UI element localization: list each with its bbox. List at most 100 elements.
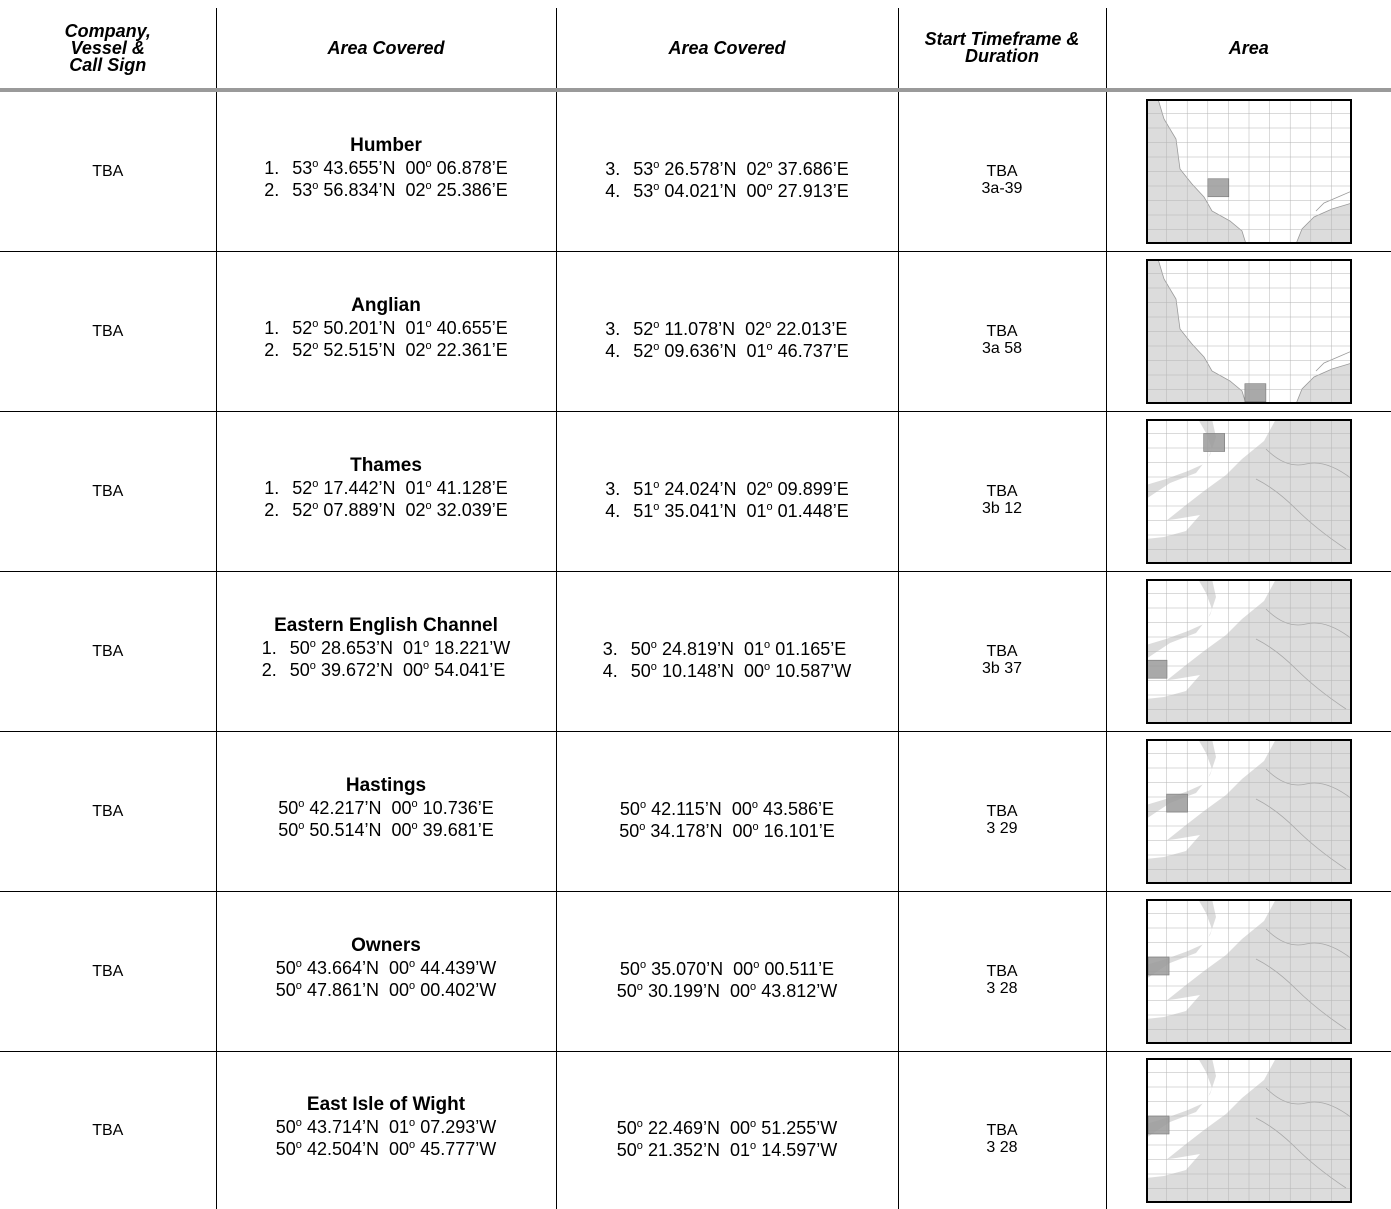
lat-minutes: 50.201’N	[323, 318, 395, 338]
survey-area-box	[1166, 794, 1187, 812]
header-area-covered-1: Area Covered	[216, 8, 556, 90]
lat-degrees: 50	[617, 981, 637, 1001]
lon-degrees: 00	[732, 799, 752, 819]
degree-symbol: o	[296, 980, 302, 992]
point-number: 1.	[262, 637, 290, 659]
company-text: TBA	[92, 1122, 123, 1139]
lat-minutes: 26.578’N	[664, 159, 736, 179]
coordinate-line: 2.52o 07.889’N 02o 32.039’E	[264, 499, 507, 521]
lat-degrees: 50	[619, 821, 639, 841]
degree-symbol: o	[651, 661, 657, 673]
degree-symbol: o	[296, 1139, 302, 1151]
coordinate-line: 50o 43.714’N 01o 07.293’W	[276, 1116, 496, 1138]
area-map-cell	[1106, 572, 1391, 732]
survey-area-box	[1148, 1116, 1169, 1134]
degree-symbol: o	[653, 319, 659, 331]
degree-symbol: o	[653, 479, 659, 491]
lon-degrees: 00	[389, 980, 409, 1000]
area-name: Eastern English Channel	[217, 615, 556, 637]
point-number: 4.	[605, 500, 633, 522]
degree-symbol: o	[653, 341, 659, 353]
lat-degrees: 50	[631, 639, 651, 659]
lat-minutes: 42.115’N	[651, 799, 722, 819]
timeframe-value: 3b 12	[899, 500, 1106, 517]
coordinate-line: 4.50o 10.148’N 00o 10.587’W	[603, 660, 851, 682]
degree-symbol: o	[640, 959, 646, 971]
coordinate-line: 50o 42.115’N 00o 43.586’E	[619, 798, 834, 820]
lat-degrees: 51	[633, 479, 653, 499]
degree-symbol: o	[412, 798, 418, 810]
area-name: East Isle of Wight	[217, 1094, 556, 1116]
company-cell: TBA	[0, 892, 216, 1052]
location-map-svg	[1146, 99, 1352, 244]
degree-symbol: o	[296, 1117, 302, 1129]
company-cell: TBA	[0, 572, 216, 732]
coordinate-line: 50o 30.199’N 00o 43.812’W	[617, 980, 837, 1002]
degree-symbol: o	[750, 1140, 756, 1152]
lat-degrees: 50	[617, 1140, 637, 1160]
lon-degrees: 02	[747, 479, 767, 499]
lat-minutes: 35.070’N	[651, 959, 723, 979]
point-number: 1.	[264, 317, 292, 339]
lat-minutes: 11.078’N	[664, 319, 735, 339]
degree-symbol: o	[426, 180, 432, 192]
company-text: TBA	[92, 803, 123, 820]
point-number: 4.	[605, 180, 633, 202]
header-company-text: Company, Vessel & Call Sign	[65, 23, 151, 74]
degree-symbol: o	[426, 500, 432, 512]
lon-minutes: 27.913’E	[778, 181, 849, 201]
lon-degrees: 00	[730, 1118, 750, 1138]
degree-symbol: o	[653, 159, 659, 171]
degree-symbol: o	[653, 181, 659, 193]
header-area-covered-2: Area Covered	[556, 8, 898, 90]
lat-minutes: 24.024’N	[664, 479, 736, 499]
area-name: Owners	[217, 935, 556, 957]
point-number: 1.	[264, 477, 292, 499]
degree-symbol: o	[767, 181, 773, 193]
timeframe-value: 3a 58	[899, 340, 1106, 357]
degree-symbol: o	[409, 1117, 415, 1129]
timeframe-label: TBA	[899, 643, 1106, 660]
area-map-cell	[1106, 732, 1391, 892]
lat-minutes: 42.504’N	[307, 1139, 379, 1159]
degree-symbol: o	[412, 820, 418, 832]
degree-symbol: o	[764, 639, 770, 651]
timeframe-value: 3 28	[899, 1139, 1106, 1156]
degree-symbol: o	[312, 180, 318, 192]
degree-symbol: o	[312, 478, 318, 490]
lon-minutes: 41.128’E	[437, 478, 508, 498]
degree-symbol: o	[310, 638, 316, 650]
lon-degrees: 02	[406, 180, 426, 200]
lon-degrees: 02	[747, 159, 767, 179]
lon-degrees: 00	[389, 958, 409, 978]
company-text: TBA	[92, 963, 123, 980]
point-number: 2.	[262, 659, 290, 681]
degree-symbol: o	[298, 820, 304, 832]
degree-symbol: o	[409, 958, 415, 970]
coordinate-line: 4.52o 09.636’N 01o 46.737’E	[605, 340, 848, 362]
lat-degrees: 50	[276, 958, 296, 978]
coordinate-line: 3.50o 24.819’N 01o 01.165’E	[603, 638, 851, 660]
lat-minutes: 07.889’N	[323, 500, 395, 520]
lat-minutes: 42.217’N	[309, 798, 381, 818]
degree-symbol: o	[310, 660, 316, 672]
lat-minutes: 47.861’N	[307, 980, 379, 1000]
lat-degrees: 52	[633, 341, 653, 361]
degree-symbol: o	[637, 1140, 643, 1152]
location-map-svg	[1146, 899, 1352, 1044]
lon-degrees: 01	[730, 1140, 750, 1160]
degree-symbol: o	[426, 340, 432, 352]
